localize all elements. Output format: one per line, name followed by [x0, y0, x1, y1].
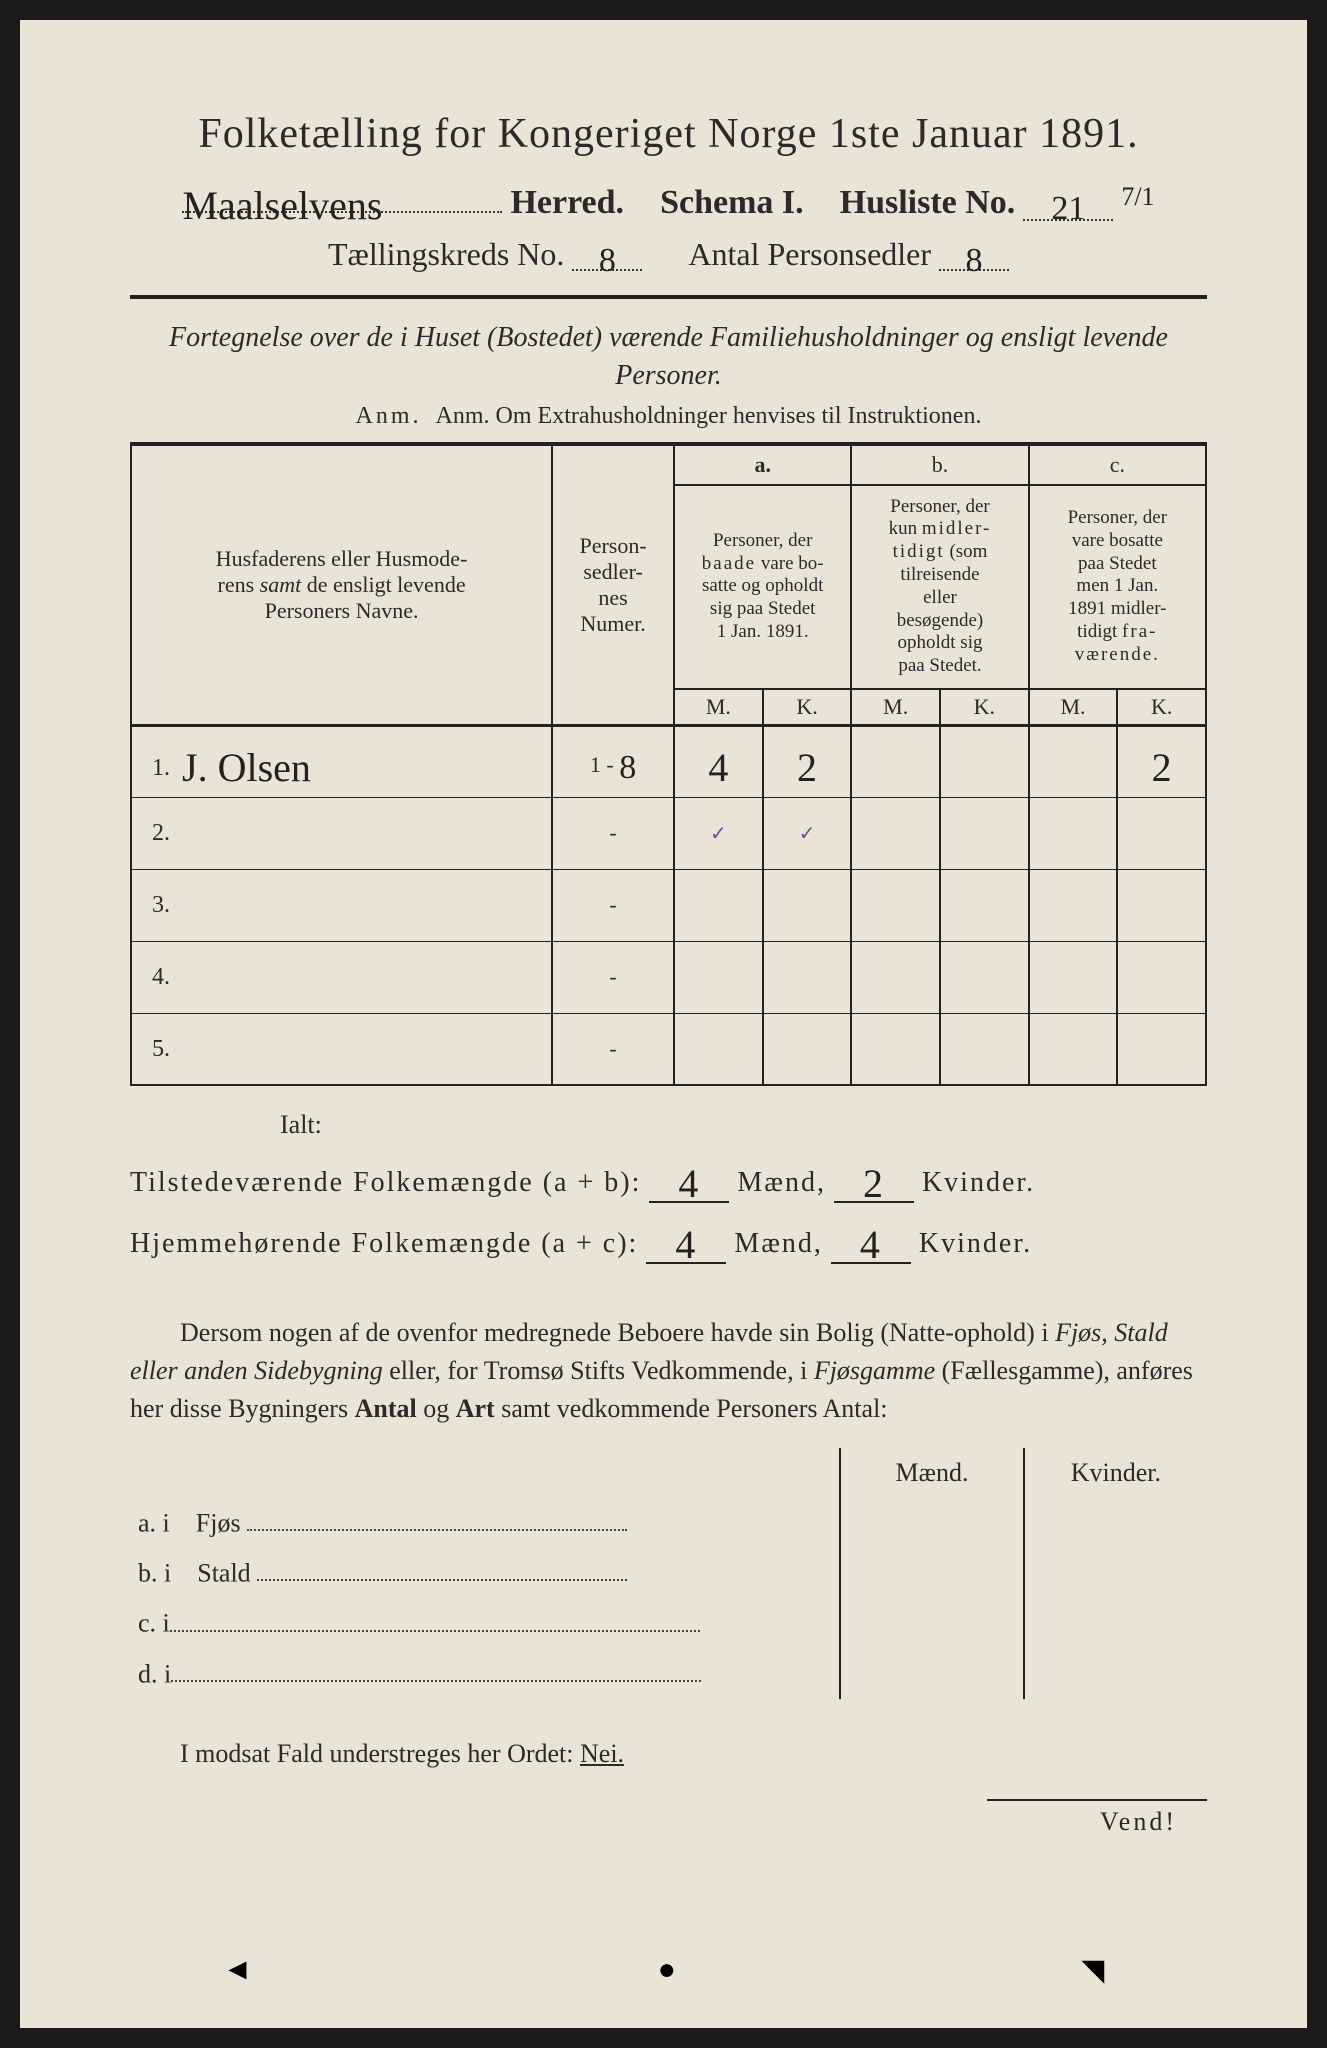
col-c-header: Personer, dervare bosattepaa Stedetmen 1…	[1029, 485, 1206, 689]
sum-k-handwritten: 2	[863, 1161, 885, 1206]
sum-resident: Hjemmehørende Folkemængde (a + c): 4 Mæn…	[130, 1215, 1207, 1264]
maend-label: Mænd,	[737, 1167, 826, 1199]
census-form-page: Folketælling for Kongeriget Norge 1ste J…	[20, 20, 1307, 2028]
col-c-top: c.	[1029, 444, 1206, 485]
sum-m-handwritten: 4	[675, 1222, 697, 1267]
row-number: 2.	[152, 820, 170, 846]
row-label: b. i	[138, 1558, 171, 1587]
kreds-no-handwritten: 8	[599, 242, 616, 279]
sum-present-label: Tilstedeværende Folkemængde (a + b):	[130, 1167, 641, 1199]
row-number: 1.	[152, 755, 170, 781]
building-paragraph: Dersom nogen af de ovenfor medregnede Be…	[130, 1314, 1207, 1427]
row-label: d. i	[138, 1659, 171, 1688]
cell-value: -	[552, 869, 674, 941]
table-row: 2. - ✓ ✓	[131, 797, 1206, 869]
nei-instruction: I modsat Fald understreges her Ordet: Ne…	[130, 1739, 1207, 1769]
husliste-fraction: 7/1	[1121, 182, 1154, 212]
cell-value: -	[552, 941, 674, 1013]
header-m: M.	[851, 689, 940, 726]
building-row: b. i Stald	[130, 1548, 1207, 1598]
household-table: Husfaderens eller Husmode-rens samt de e…	[130, 442, 1207, 1087]
header-line-3: Tællingskreds No. 8 Antal Personsedler 8	[130, 236, 1207, 273]
check-mark: ✓	[710, 823, 727, 845]
header-m: M.	[674, 689, 763, 726]
herred-label: Herred.	[510, 184, 624, 222]
cell-value: -	[552, 797, 674, 869]
building-type: Fjøs	[196, 1508, 241, 1537]
col-b-top: b.	[851, 444, 1028, 485]
page-title: Folketælling for Kongeriget Norge 1ste J…	[130, 110, 1207, 158]
maend-header: Mænd.	[840, 1448, 1023, 1498]
divider	[130, 295, 1207, 299]
table-row: 1. J. Olsen 1 - 1 - 88 4 2 2	[131, 725, 1206, 797]
kvinder-header: Kvinder.	[1024, 1448, 1207, 1498]
building-row: c. i	[130, 1598, 1207, 1648]
building-type: Stald	[197, 1558, 250, 1587]
col-num-header: Person-sedler-nesNumer.	[579, 533, 646, 636]
header-k: K.	[940, 689, 1029, 726]
table-row: 4. -	[131, 941, 1206, 1013]
header-m: M.	[1029, 689, 1118, 726]
antal-label: Antal Personsedler	[688, 236, 931, 273]
page-punch-marks: ◄ ● ◥	[20, 1953, 1307, 1988]
header-line-2: Maalselvens Herred. Schema I. Husliste N…	[130, 176, 1207, 222]
sum-resident-label: Hjemmehørende Folkemængde (a + c):	[130, 1228, 638, 1260]
herred-name-handwritten: Maalselvens	[182, 183, 382, 228]
header-k: K.	[763, 689, 852, 726]
table-row: 5. -	[131, 1013, 1206, 1085]
col-a-header: Personer, derbaade vare bo-satte og opho…	[674, 485, 851, 689]
sum-k-handwritten: 4	[860, 1222, 882, 1267]
husliste-label: Husliste No.	[840, 184, 1016, 222]
row-number: 4.	[152, 964, 170, 990]
building-row: d. i	[130, 1649, 1207, 1699]
kvinder-label: Kvinder.	[919, 1228, 1032, 1260]
antal-handwritten: 8	[966, 242, 983, 279]
schema-label: Schema I.	[660, 184, 804, 222]
punch-mark-icon: ●	[658, 1953, 676, 1988]
row-number: 5.	[152, 1036, 170, 1062]
nei-word: Nei.	[580, 1739, 624, 1768]
vend-label: Vend!	[130, 1807, 1207, 1837]
header-k: K.	[1117, 689, 1206, 726]
punch-mark-icon: ◄	[223, 1953, 253, 1988]
maend-label: Mænd,	[734, 1228, 823, 1260]
name-handwritten: J. Olsen	[182, 745, 311, 790]
annotation-note: Anm. Anm. Om Extrahusholdninger henvises…	[130, 403, 1207, 430]
row-label: c. i	[138, 1609, 170, 1638]
form-subtitle: Fortegnelse over de i Huset (Bostedet) v…	[130, 319, 1207, 395]
col-a-top: a.	[674, 444, 851, 485]
cell-value: 4	[708, 745, 728, 790]
nei-prefix: I modsat Fald understreges her Ordet:	[180, 1739, 580, 1768]
sum-m-handwritten: 4	[678, 1161, 700, 1206]
col-name-header: Husfaderens eller Husmode-rens samt de e…	[216, 546, 468, 623]
col-b-header: Personer, derkun midler-tidigt (somtilre…	[851, 485, 1028, 689]
personsedler-range: 1 - 1 - 88	[590, 752, 636, 777]
building-row: a. i Fjøs	[130, 1498, 1207, 1548]
kreds-label: Tællingskreds No.	[328, 236, 564, 273]
punch-mark-icon: ◥	[1081, 1953, 1104, 1988]
husliste-no-handwritten: 21	[1051, 190, 1085, 227]
sum-present: Tilstedeværende Folkemængde (a + b): 4 M…	[130, 1154, 1207, 1203]
kvinder-label: Kvinder.	[922, 1167, 1035, 1199]
cell-value: 2	[797, 745, 817, 790]
building-table: Mænd. Kvinder. a. i Fjøs b. i Stald c. i…	[130, 1448, 1207, 1700]
row-number: 3.	[152, 892, 170, 918]
table-row: 3. -	[131, 869, 1206, 941]
ialt-label: Ialt:	[280, 1110, 1207, 1140]
check-mark: ✓	[799, 823, 816, 845]
cell-value: -	[552, 1013, 674, 1085]
row-label: a. i	[138, 1508, 170, 1537]
vend-rule	[987, 1799, 1207, 1801]
cell-value: 2	[1152, 745, 1172, 790]
